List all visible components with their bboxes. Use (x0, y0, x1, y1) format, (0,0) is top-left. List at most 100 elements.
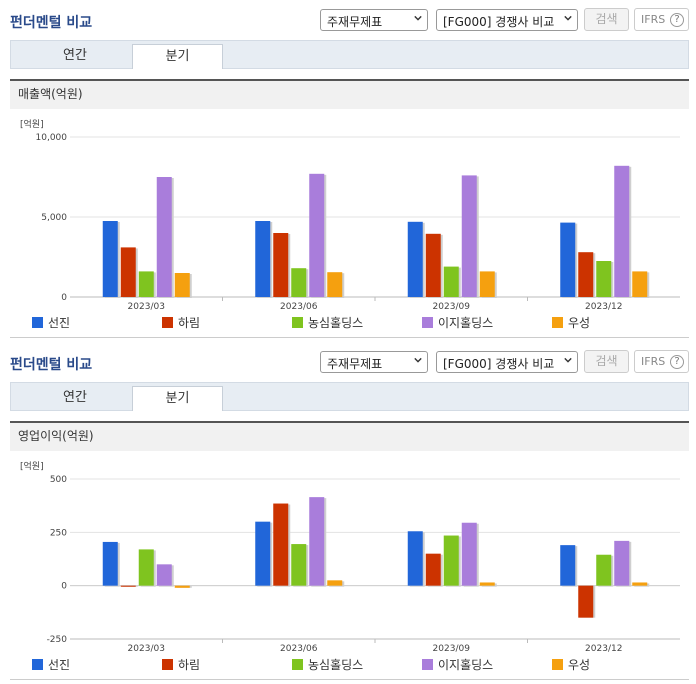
bar[interactable] (120, 585, 136, 587)
legend-swatch (422, 317, 433, 328)
bar[interactable] (102, 221, 118, 297)
bar[interactable] (461, 522, 477, 586)
bar[interactable] (273, 503, 289, 586)
legend-item[interactable]: 하림 (162, 656, 200, 673)
legend-swatch (162, 317, 173, 328)
bar[interactable] (327, 272, 343, 297)
divider (10, 679, 689, 680)
legend-item[interactable]: 이지홀딩스 (422, 314, 493, 331)
legend-label: 하림 (178, 316, 201, 330)
bar[interactable] (138, 271, 154, 297)
bar[interactable] (614, 540, 630, 586)
ifrs-button[interactable]: IFRS ? (634, 8, 689, 31)
bar[interactable] (255, 521, 271, 586)
bar[interactable] (461, 175, 477, 297)
fundamental-section-operating-profit: 펀더멘털 비교 주재무제표 [FG000] 경쟁사 비교 검색 IFRS ? 연… (0, 342, 696, 684)
bar[interactable] (174, 273, 190, 297)
tab-quarterly[interactable]: 분기 (132, 386, 223, 411)
bar[interactable] (407, 221, 423, 297)
y-tick-label: 0 (61, 582, 67, 592)
search-button[interactable]: 검색 (584, 8, 629, 31)
statement-type-value: 주재무제표 (327, 15, 383, 29)
legend-label: 우성 (568, 658, 591, 672)
peer-group-select[interactable]: [FG000] 경쟁사 비교 (436, 351, 578, 373)
statement-type-select[interactable]: 주재무제표 (320, 351, 428, 373)
bar[interactable] (156, 177, 172, 297)
legend-swatch (292, 659, 303, 670)
peer-group-select[interactable]: [FG000] 경쟁사 비교 (436, 9, 578, 31)
bar[interactable] (443, 266, 459, 297)
legend-item[interactable]: 우성 (552, 314, 590, 331)
bar[interactable] (327, 580, 343, 586)
search-button[interactable]: 검색 (584, 350, 629, 373)
bar[interactable] (291, 268, 307, 297)
y-tick-label: 250 (50, 528, 67, 538)
divider (10, 337, 689, 338)
legend-swatch (552, 317, 563, 328)
legend-swatch (162, 659, 173, 670)
x-tick-label: 2023/03 (128, 644, 165, 654)
bar[interactable] (479, 271, 495, 297)
tab-quarterly[interactable]: 분기 (132, 44, 223, 69)
legend-item[interactable]: 하림 (162, 314, 200, 331)
bar[interactable] (174, 585, 190, 588)
x-tick-label: 2023/06 (280, 644, 318, 654)
legend-item[interactable]: 이지홀딩스 (422, 656, 493, 673)
ifrs-label: IFRS (641, 355, 666, 368)
bar[interactable] (120, 247, 136, 297)
chevron-down-icon (564, 357, 572, 363)
bar[interactable] (578, 252, 594, 297)
bar[interactable] (102, 541, 118, 586)
ifrs-button[interactable]: IFRS ? (634, 350, 689, 373)
legend-item[interactable]: 농심홀딩스 (292, 656, 363, 673)
legend-swatch (32, 659, 43, 670)
unit-label: [억원] (20, 118, 44, 130)
legend-item[interactable]: 선진 (32, 656, 70, 673)
bar[interactable] (309, 497, 325, 586)
statement-type-value: 주재무제표 (327, 357, 383, 371)
bar[interactable] (578, 585, 594, 618)
legend-label: 하림 (178, 658, 201, 672)
bar[interactable] (156, 564, 172, 586)
help-icon: ? (670, 13, 684, 27)
bar[interactable] (632, 271, 648, 297)
legend-label: 농심홀딩스 (308, 316, 364, 330)
legend-item[interactable]: 선진 (32, 314, 70, 331)
bar[interactable] (443, 535, 459, 586)
bar[interactable] (560, 545, 576, 586)
bar[interactable] (255, 221, 271, 297)
help-icon: ? (670, 355, 684, 369)
bar[interactable] (479, 582, 495, 586)
period-tabs: 연간 분기 (10, 382, 689, 411)
y-tick-label: -250 (47, 635, 68, 645)
bar[interactable] (309, 173, 325, 297)
bar[interactable] (596, 261, 612, 297)
legend-label: 우성 (568, 316, 591, 330)
bar[interactable] (273, 233, 289, 297)
bar[interactable] (614, 165, 630, 297)
bar[interactable] (138, 549, 154, 586)
bar[interactable] (560, 222, 576, 297)
chevron-down-icon (414, 15, 422, 21)
revenue-chart: [억원] 0 5,000 10,000 2023/03 2023/06 2023/09 202… (0, 112, 696, 312)
tab-annual[interactable]: 연간 (63, 390, 87, 405)
bar[interactable] (425, 553, 441, 586)
unit-label: [억원] (20, 460, 44, 472)
bar[interactable] (291, 544, 307, 586)
legend-item[interactable]: 우성 (552, 656, 590, 673)
statement-type-select[interactable]: 주재무제표 (320, 9, 428, 31)
x-tick-label: 2023/12 (585, 644, 622, 654)
bar[interactable] (407, 531, 423, 586)
chart-subtitle: 영업이익(억원) (10, 421, 689, 451)
legend-label: 농심홀딩스 (308, 658, 364, 672)
period-tabs: 연간 분기 (10, 40, 689, 69)
x-tick-label: 2023/12 (585, 302, 622, 312)
bar[interactable] (425, 233, 441, 297)
legend-item[interactable]: 농심홀딩스 (292, 314, 363, 331)
x-tick-label: 2023/09 (433, 302, 471, 312)
bar[interactable] (596, 554, 612, 586)
y-tick-label: 0 (61, 293, 67, 303)
legend-label: 이지홀딩스 (438, 316, 494, 330)
tab-annual[interactable]: 연간 (63, 48, 87, 63)
bar[interactable] (632, 582, 648, 586)
